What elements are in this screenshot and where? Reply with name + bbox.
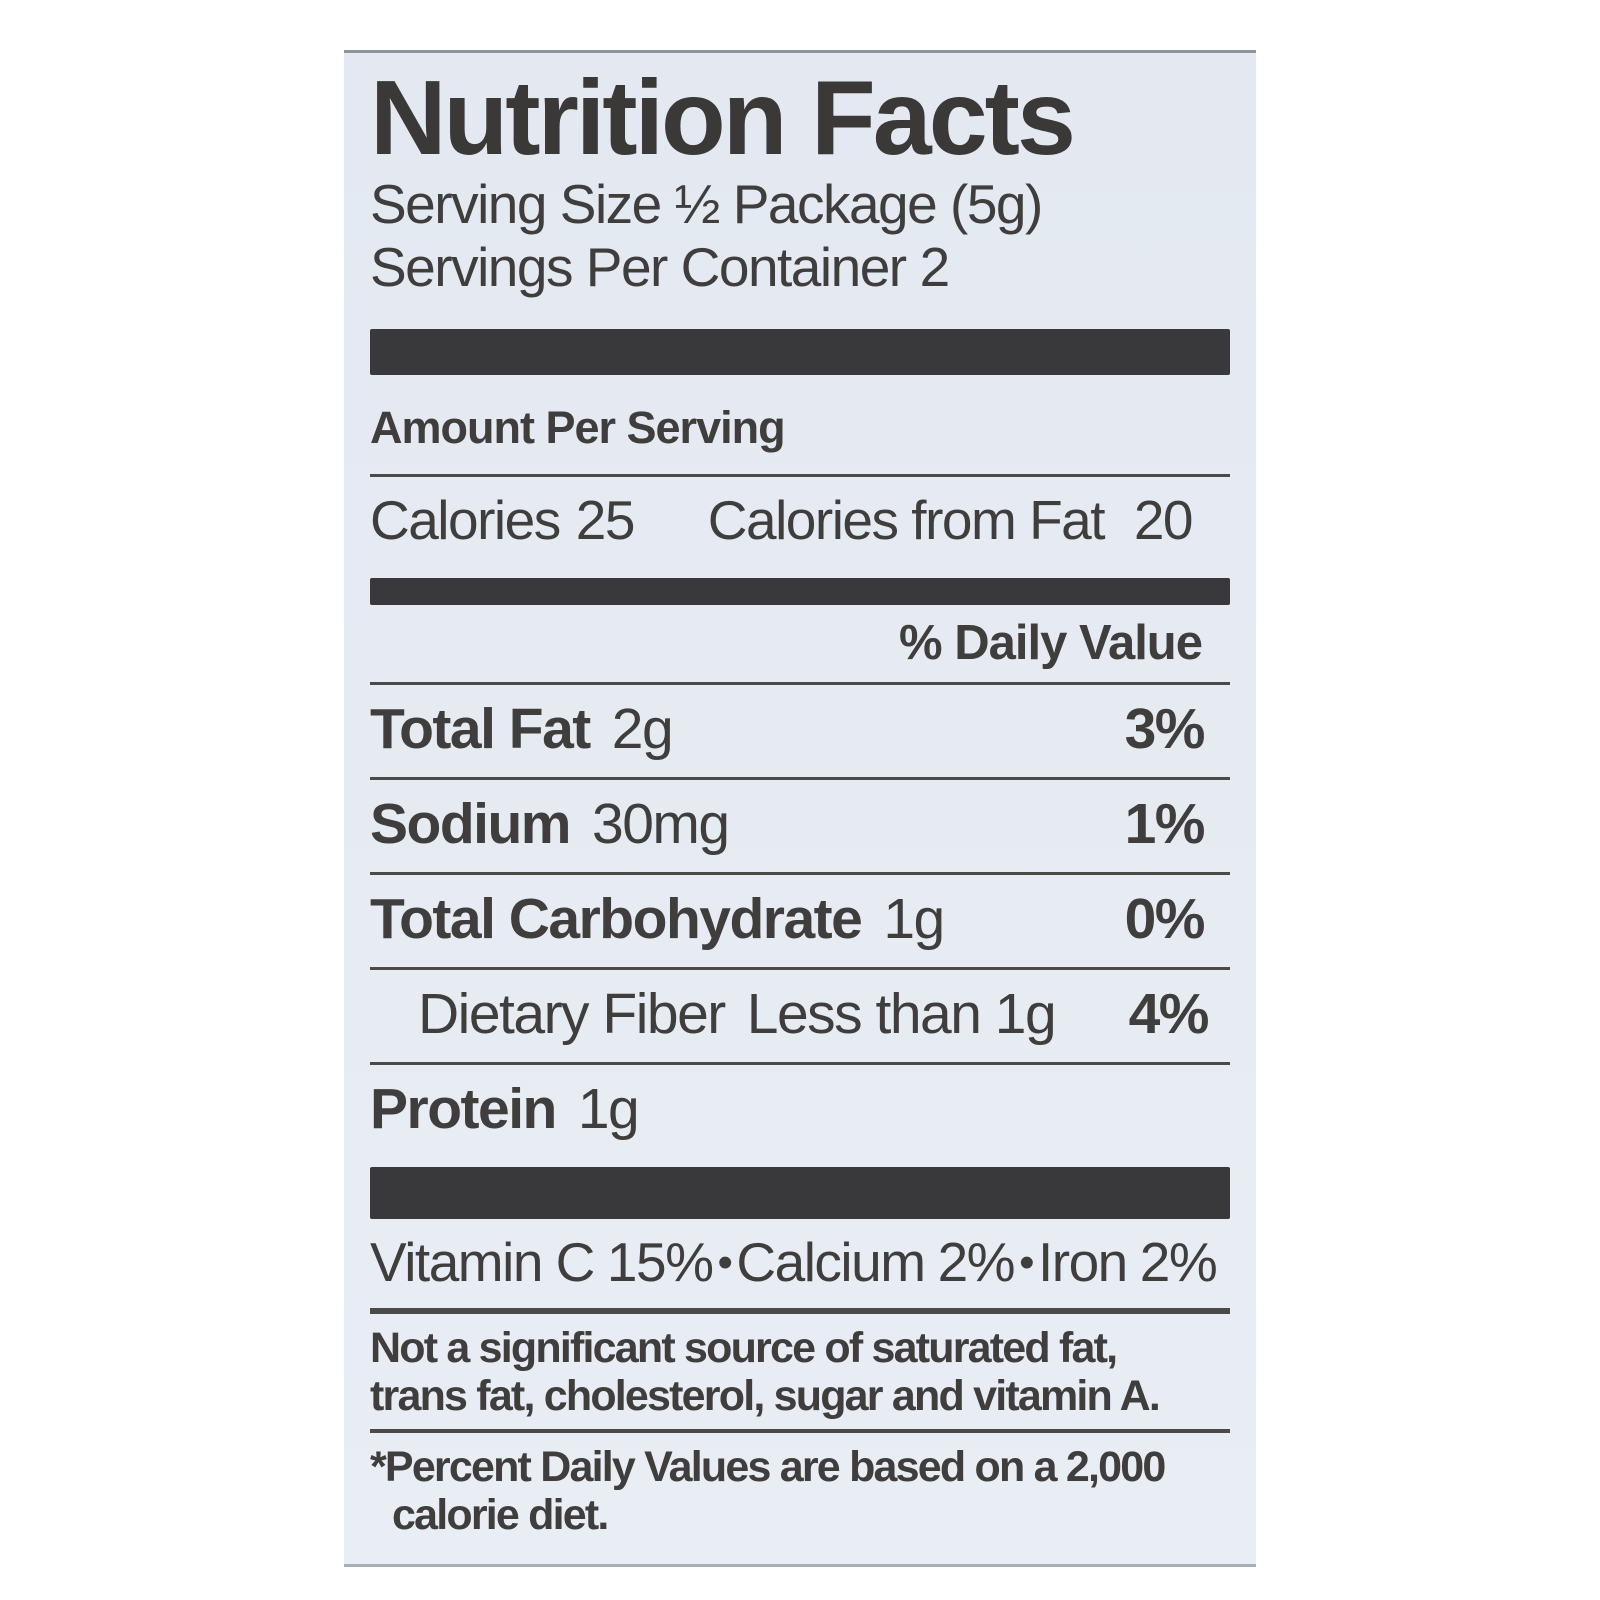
calories-label: Calories xyxy=(370,488,561,551)
note-line: trans fat, cholesterol, sugar and vitami… xyxy=(370,1372,1161,1421)
nutrient-row-dietary-fiber: Dietary Fiber Less than 1g 4% xyxy=(370,970,1230,1062)
bullet-separator: • xyxy=(1019,1237,1034,1287)
nutrient-amount: 2g xyxy=(611,696,674,761)
thin-rule xyxy=(370,871,1230,875)
separator-bar-medium xyxy=(370,577,1230,605)
nutrient-daily-value: 0% xyxy=(1124,886,1206,951)
nutrient-name: Total Fat xyxy=(370,696,591,761)
nutrient-daily-value: 3% xyxy=(1124,696,1206,761)
nutrition-facts-label: Nutrition Facts Serving Size ½ Package (… xyxy=(344,50,1256,1567)
thin-rule xyxy=(370,1428,1230,1433)
vitamin-name: Iron xyxy=(1037,1230,1128,1293)
label-title: Nutrition Facts xyxy=(370,59,1076,177)
separator-bar-thick xyxy=(370,1166,1230,1219)
vitamin-name: Vitamin C xyxy=(370,1230,595,1293)
vitamin-name: Calcium xyxy=(736,1230,926,1293)
servings-per-container-value: 2 xyxy=(919,235,951,298)
nutrient-row-sodium: Sodium 30mg 1% xyxy=(370,780,1230,872)
calories-value: 25 xyxy=(575,488,636,551)
thin-rule xyxy=(370,776,1230,780)
amount-per-serving-heading: Amount Per Serving xyxy=(370,401,786,453)
vitamin-value: 2% xyxy=(1139,1230,1218,1293)
servings-per-container-line: Servings Per Container 2 xyxy=(370,236,1230,299)
footnote-line: *Percent Daily Values are based on a 2,0… xyxy=(370,1442,1166,1491)
not-significant-note: Not a significant source of saturated fa… xyxy=(370,1324,1230,1421)
percent-daily-values-footnote: *Percent Daily Values are based on a 2,0… xyxy=(370,1443,1230,1554)
nutrient-name: Sodium xyxy=(370,791,572,856)
nutrient-row-total-carbohydrate: Total Carbohydrate 1g 0% xyxy=(370,875,1230,967)
vitamin-value: 2% xyxy=(937,1230,1016,1293)
nutrient-name: Protein xyxy=(370,1076,557,1141)
vitamins-row: Vitamin C 15% • Calcium 2% • Iron 2% xyxy=(370,1219,1230,1308)
nutrient-amount: 1g xyxy=(577,1076,640,1141)
footnote-line: calorie diet. xyxy=(392,1491,609,1540)
nutrient-amount: 1g xyxy=(883,886,945,951)
thin-rule xyxy=(370,966,1230,970)
nutrient-amount: 30mg xyxy=(592,791,730,856)
calories-from-fat-label: Calories from Fat xyxy=(707,488,1106,551)
nutrient-row-total-fat: Total Fat 2g 3% xyxy=(370,685,1230,777)
thin-rule xyxy=(370,473,1230,477)
daily-value-header: % Daily Value xyxy=(899,615,1203,670)
nutrient-amount: Less than 1g xyxy=(746,981,1057,1046)
nutrient-name: Dietary Fiber xyxy=(418,981,726,1046)
calories-from-fat: Calories from Fat 20 xyxy=(707,488,1194,552)
serving-size-line: Serving Size ½ Package (5g) xyxy=(370,173,1043,236)
bullet-separator: • xyxy=(717,1237,733,1287)
thick-rule xyxy=(370,1307,1230,1314)
nutrient-daily-value: 1% xyxy=(1124,791,1206,856)
separator-bar-thick xyxy=(370,328,1230,375)
calories-row: Calories 25 Calories from Fat 20 xyxy=(370,477,1230,565)
thin-rule xyxy=(370,1061,1230,1065)
nutrient-daily-value: 4% xyxy=(1128,981,1210,1046)
thin-rule xyxy=(370,681,1230,685)
note-line: Not a significant source of saturated fa… xyxy=(370,1323,1118,1372)
servings-per-container-label: Servings Per Container xyxy=(370,235,907,298)
calories-from-fat-value: 20 xyxy=(1133,488,1194,551)
nutrient-row-protein: Protein 1g xyxy=(370,1065,1230,1157)
nutrient-name: Total Carbohydrate xyxy=(370,886,863,951)
vitamin-value: 15% xyxy=(606,1230,714,1293)
